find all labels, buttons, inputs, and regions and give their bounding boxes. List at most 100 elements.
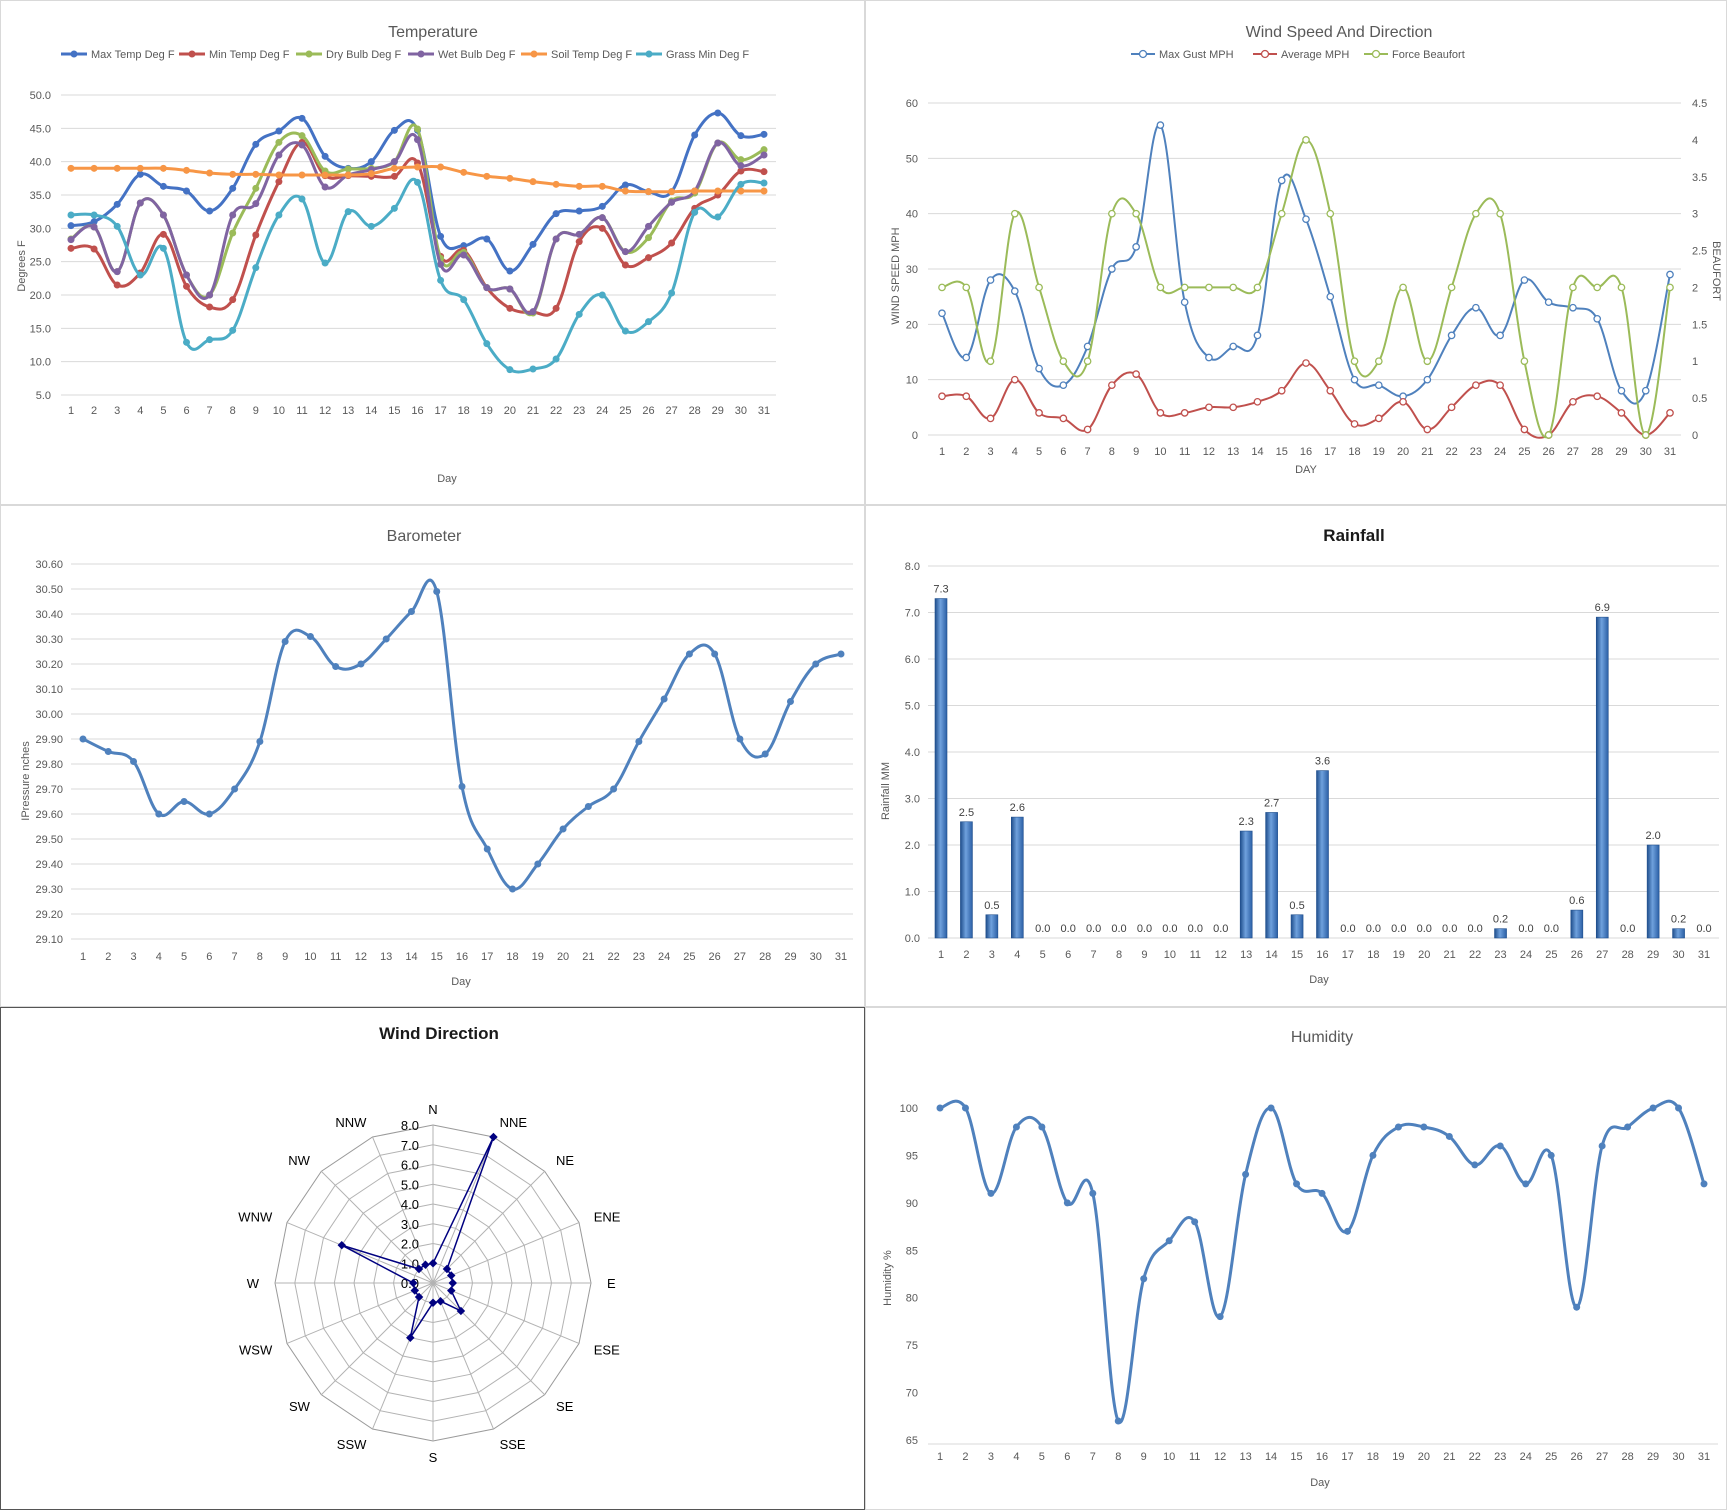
rainfall-x-tick: 7	[1091, 949, 1097, 961]
wind-data-point	[1472, 381, 1480, 390]
humidity-x-tick: 16	[1316, 1451, 1328, 1463]
temperature-x-tick: 13	[342, 405, 354, 417]
humidity-y-tick: 80	[906, 1293, 918, 1305]
temperature-data-point	[113, 164, 121, 172]
temperature-data-point	[206, 291, 214, 299]
wind-direction-point	[410, 1286, 420, 1295]
wind-direction-spoke	[286, 1222, 434, 1284]
temperature-data-point	[506, 366, 514, 374]
wind-direction-r-tick: 7.0	[401, 1138, 419, 1153]
temperature-data-point	[298, 132, 306, 140]
rainfall-value-label: 0.0	[1213, 923, 1228, 935]
barometer-x-tick: 26	[709, 951, 721, 963]
rainfall-x-tick: 13	[1240, 949, 1252, 961]
temperature-legend-label: Max Temp Deg F	[91, 49, 175, 61]
humidity-data-point	[1394, 1123, 1402, 1131]
wind-x-tick: 9	[1133, 446, 1139, 458]
wind-data-point	[1010, 375, 1019, 384]
wind-data-point	[1374, 414, 1383, 423]
temperature-x-tick: 4	[137, 405, 143, 417]
humidity-data-point	[1624, 1123, 1632, 1131]
humidity-data-point	[1267, 1104, 1275, 1112]
barometer-data-point	[407, 608, 415, 615]
humidity-x-tick: 15	[1290, 1451, 1302, 1463]
temperature-y-tick: 50.0	[30, 90, 51, 102]
temperature-y-tick: 15.0	[30, 323, 51, 335]
barometer-y-tick: 30.40	[35, 609, 63, 621]
humidity-data-point	[1649, 1104, 1657, 1112]
barometer-x-tick: 22	[607, 951, 619, 963]
temperature-data-point	[344, 171, 352, 179]
barometer-x-tick: 12	[355, 951, 367, 963]
wind-direction-r-tick: 3.0	[401, 1217, 419, 1232]
humidity-data-point	[1369, 1151, 1377, 1159]
wind-direction-label: ESE	[594, 1343, 620, 1358]
barometer-chart: Barometer Day IPressure nches 30.60 30.50…	[20, 528, 853, 988]
rainfall-value-label: 0.0	[1417, 923, 1432, 935]
temperature-data-point	[668, 188, 676, 196]
temperature-legend-marker	[417, 50, 425, 58]
temperature-chart-panel: Temperature Day Degrees F Max Temp Deg F…	[0, 0, 865, 505]
temperature-data-point	[67, 164, 75, 172]
wind-data-point	[1229, 342, 1238, 351]
humidity-data-point	[1089, 1189, 1097, 1197]
wind-data-point	[1544, 298, 1553, 307]
rainfall-x-tick: 26	[1571, 949, 1583, 961]
wind-speed-chart: Wind Speed And Direction DAY WIND SPEED …	[890, 24, 1722, 476]
temperature-title: Temperature	[388, 24, 478, 41]
barometer-x-tick: 13	[380, 951, 392, 963]
temperature-data-point	[575, 230, 583, 238]
temperature-data-point	[621, 261, 629, 269]
temperature-data-point	[552, 355, 560, 363]
temperature-y-tick: 20.0	[30, 290, 51, 302]
wind-data-point	[1180, 298, 1189, 307]
humidity-data-point	[1700, 1180, 1708, 1188]
wind-data-point	[1569, 397, 1577, 406]
barometer-x-tick: 23	[633, 951, 645, 963]
humidity-x-tick: 10	[1163, 1451, 1175, 1463]
wind-direction-spoke	[286, 1282, 434, 1344]
wind-direction-label: SSW	[337, 1437, 367, 1452]
temperature-data-point	[390, 158, 398, 166]
barometer-x-tick: 9	[282, 951, 288, 963]
wind-x-tick: 31	[1664, 446, 1676, 458]
humidity-data-point	[1522, 1180, 1530, 1188]
temperature-chart: Temperature Day Degrees F Max Temp Deg F…	[16, 24, 776, 485]
temperature-data-point	[321, 259, 329, 267]
wind-y-tick: 20	[906, 319, 918, 331]
barometer-data-point	[357, 660, 365, 668]
temperature-x-tick: 10	[273, 405, 285, 417]
wind-data-point	[1350, 357, 1359, 366]
wind-direction-point	[489, 1132, 498, 1142]
temperature-data-point	[90, 164, 98, 172]
humidity-x-tick: 22	[1469, 1451, 1481, 1463]
humidity-data-point	[1598, 1142, 1606, 1150]
temperature-data-point	[113, 222, 121, 230]
temperature-x-tick: 18	[458, 405, 470, 417]
rainfall-bar	[960, 821, 973, 939]
barometer-y-tick: 30.60	[35, 559, 63, 571]
humidity-data-point	[1242, 1170, 1250, 1178]
temperature-data-point	[668, 198, 676, 206]
wind-data-point	[1593, 283, 1602, 292]
temperature-data-point	[414, 178, 421, 186]
rainfall-value-label: 0.0	[1061, 923, 1076, 935]
barometer-y-tick: 30.20	[35, 659, 63, 671]
temperature-data-point	[67, 211, 75, 219]
temperature-data-point	[159, 164, 167, 172]
wind-direction-spoke	[320, 1170, 434, 1284]
temperature-y-tick: 10.0	[30, 357, 51, 369]
wind-direction-label: NNW	[335, 1115, 367, 1130]
barometer-y-tick: 30.30	[35, 634, 63, 646]
rainfall-value-label: 6.9	[1595, 602, 1610, 614]
wind-data-point	[1569, 283, 1577, 292]
rainfall-x-tick: 15	[1291, 949, 1303, 961]
wind-x-tick: 4	[1012, 446, 1018, 458]
wind-legend-label: Average MPH	[1281, 49, 1349, 61]
temperature-data-point	[252, 170, 260, 178]
temperature-data-point	[760, 168, 768, 176]
rainfall-y-tick: 6.0	[905, 654, 920, 666]
wind-x-tick: 5	[1036, 446, 1042, 458]
temperature-data-point	[529, 178, 537, 186]
wind-data-point	[962, 353, 971, 362]
